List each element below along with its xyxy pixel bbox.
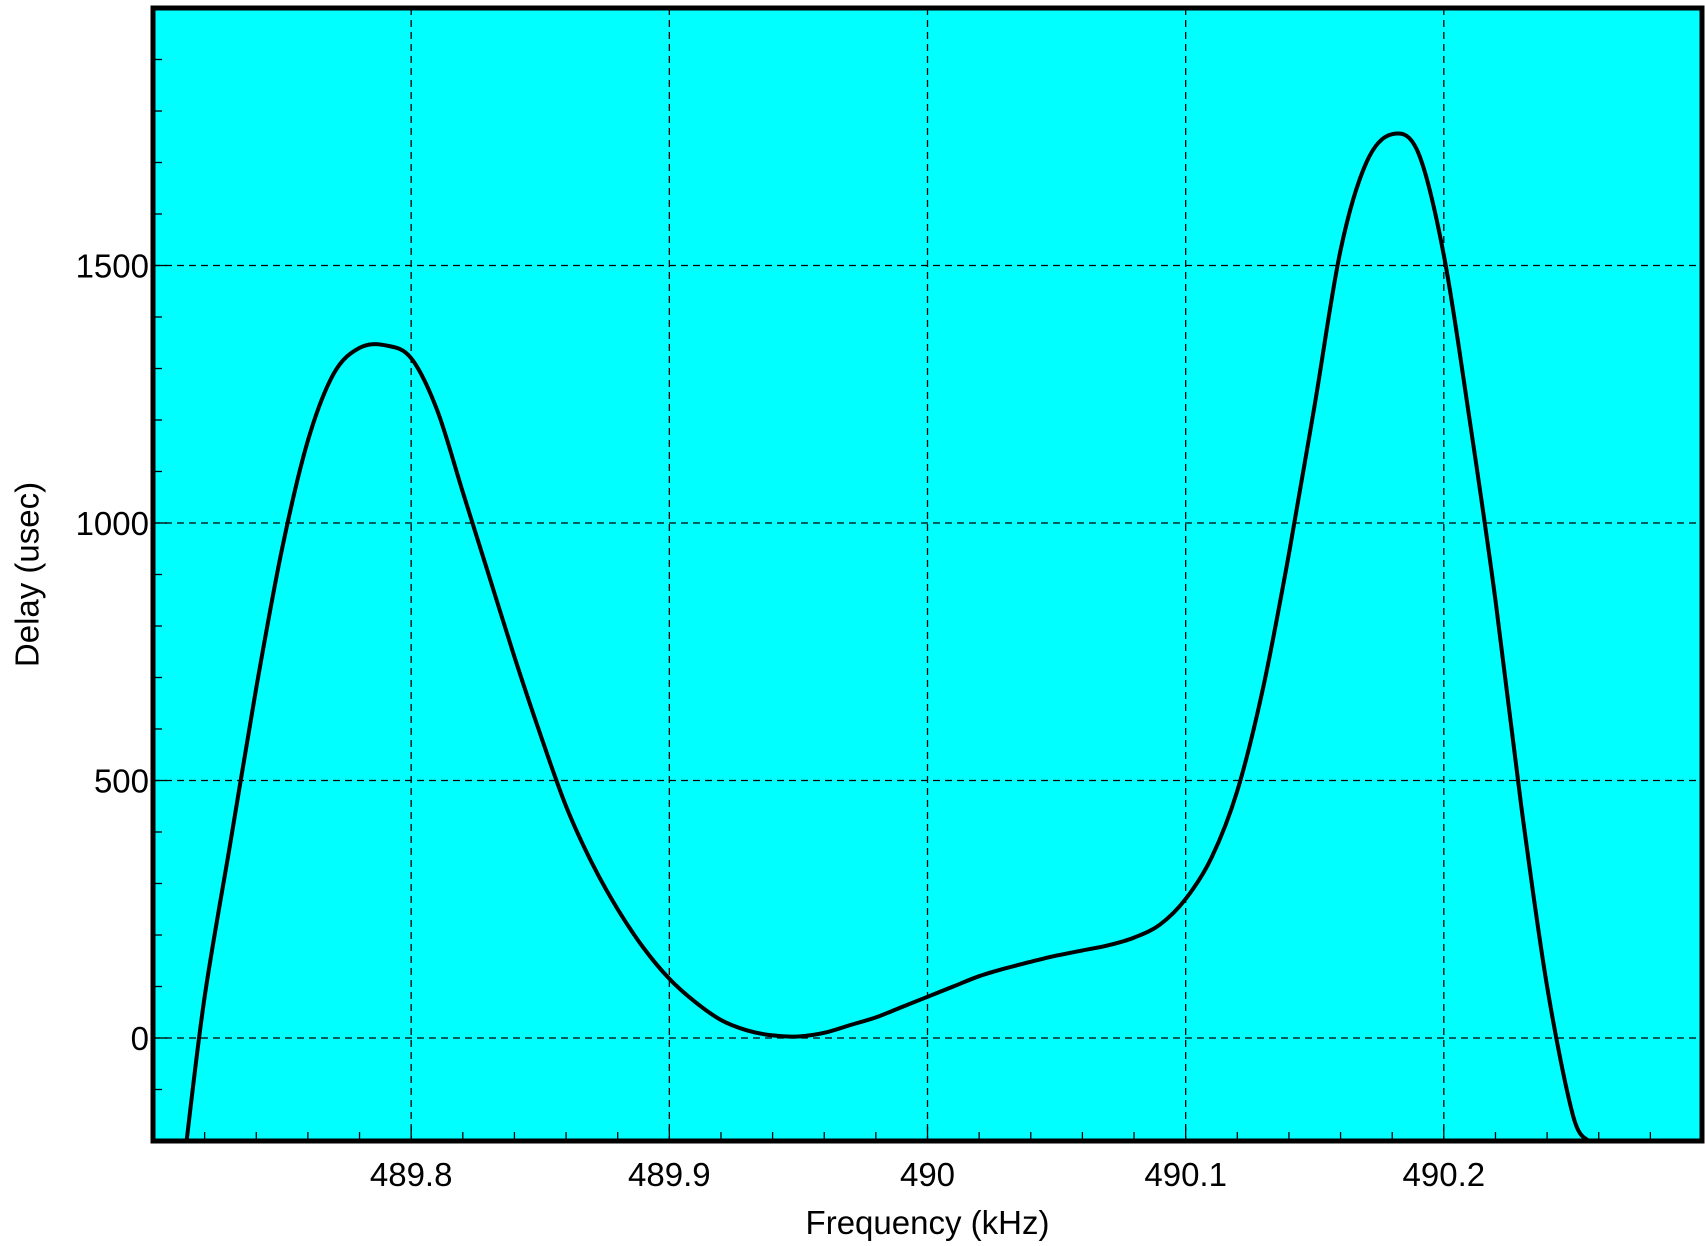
- x-axis-label: Frequency (kHz): [806, 1204, 1050, 1241]
- x-tick-label-4: 490.2: [1403, 1156, 1486, 1193]
- x-tick-label-3: 490.1: [1144, 1156, 1227, 1193]
- x-tick-labels: 489.8 489.9 490 490.1 490.2: [370, 1156, 1485, 1193]
- x-tick-label-1: 489.9: [628, 1156, 711, 1193]
- y-axis-label: Delay (usec): [9, 482, 46, 667]
- y-tick-label-1: 500: [94, 763, 149, 800]
- x-tick-label-0: 489.8: [370, 1156, 453, 1193]
- delay-series-line: [184, 131, 1591, 1141]
- y-tick-label-3: 1500: [76, 248, 149, 285]
- y-tick-labels: 0 500 1000 1500: [76, 248, 149, 1058]
- y-tick-label-2: 1000: [76, 505, 149, 542]
- x-tick-label-2: 490: [900, 1156, 955, 1193]
- plot-frame: [150, 5, 1705, 1144]
- y-tick-label-0: 0: [131, 1020, 149, 1057]
